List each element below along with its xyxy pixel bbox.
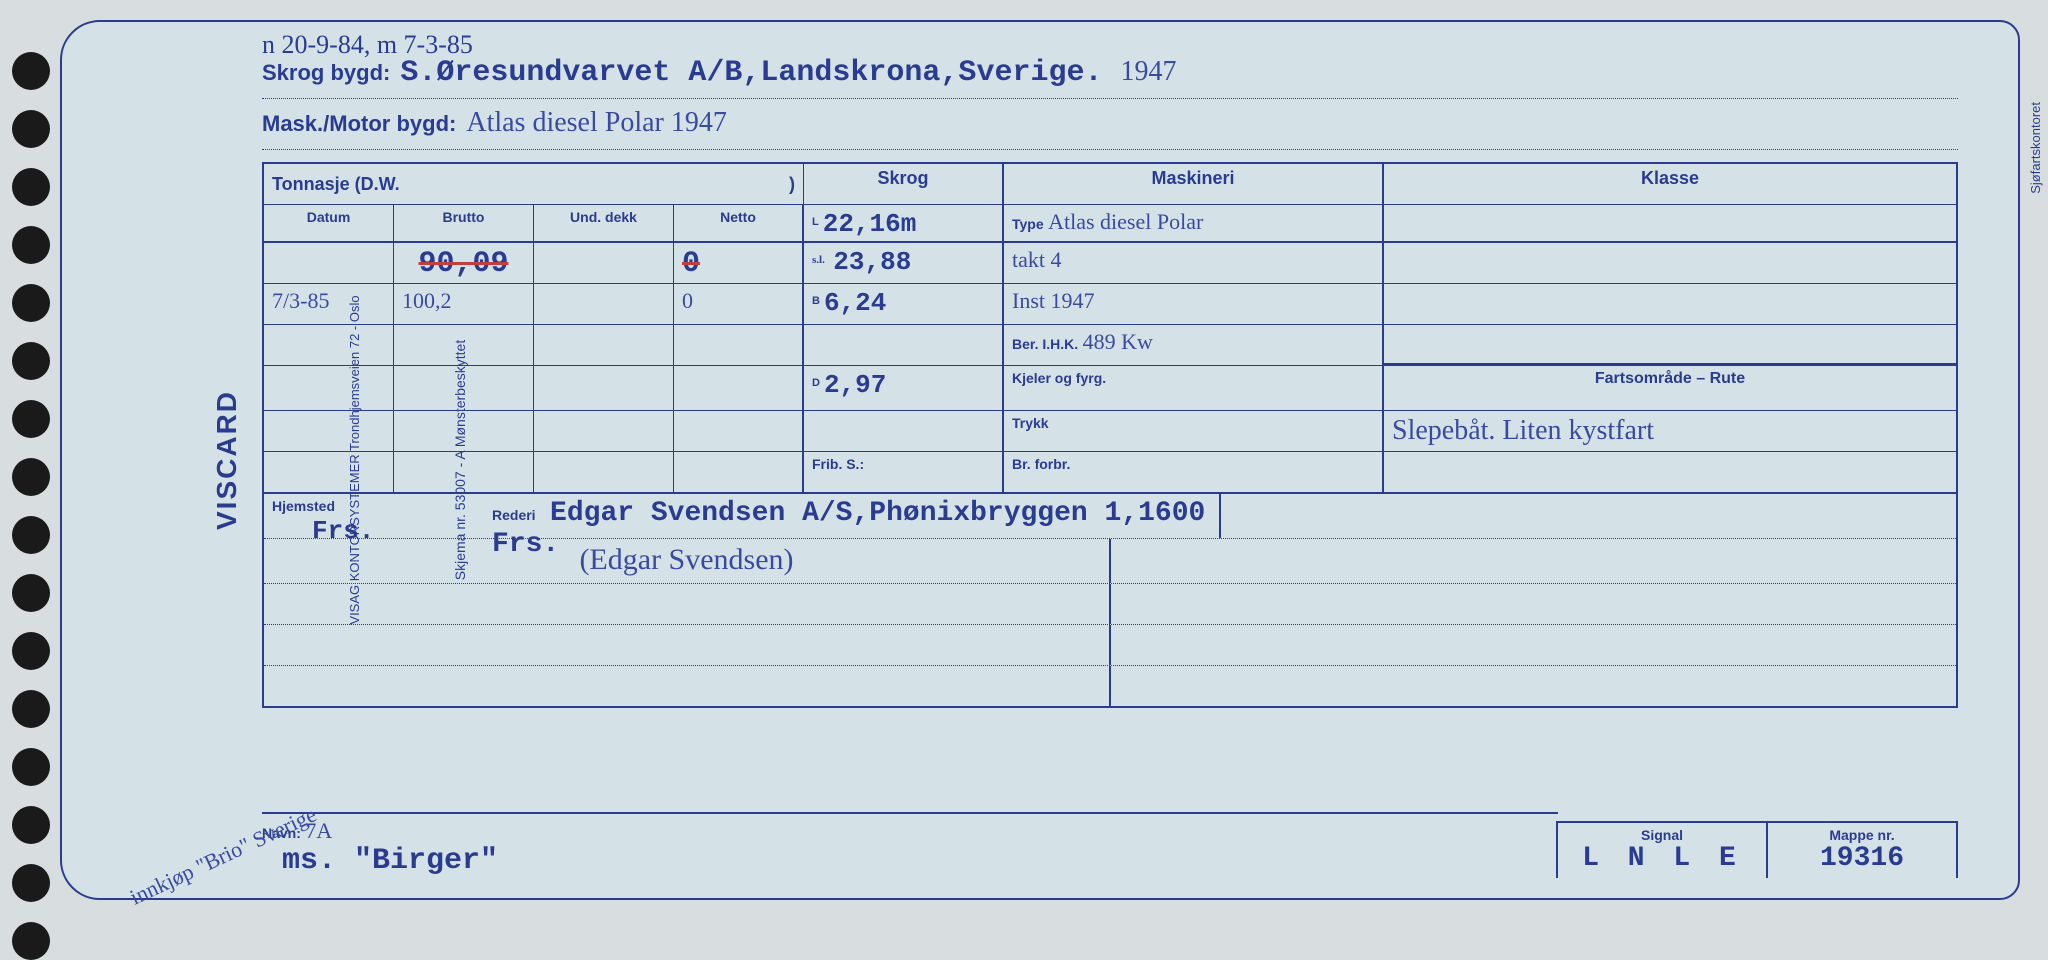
skrog-D: 2,97 [824,370,886,400]
netto-header: Netto [720,209,756,225]
ton-r1-netto: 0 [682,247,700,281]
signal-label: Signal [1562,827,1762,843]
hjemsted-label: Hjemsted [272,498,335,514]
skrog-bygd-label: Skrog bygd: [262,60,390,86]
klasse-header: Klasse [1641,168,1699,188]
type-label: Type [1012,216,1044,232]
ber-ihk-label: Ber. I.H.K. [1012,336,1078,352]
skrog-header: Skrog [877,168,928,188]
mappe-value: 19316 [1772,843,1952,874]
skrog-bygd-year: 1947 [1120,56,1176,88]
side-brand: VISCARD [211,390,243,530]
skrog-sl: 23,88 [833,247,911,277]
rederi-handwritten: (Edgar Svendsen) [579,543,793,576]
mappe-box: Mappe nr. 19316 [1766,821,1958,878]
mask-inst: Inst 1947 [1012,288,1095,313]
ton-r2-datum: 7/3-85 [272,288,329,313]
rederi-label: Rederi [492,507,536,523]
ber-ihk-value: 489 Kw [1083,329,1153,354]
mappe-label: Mappe nr. [1772,827,1952,843]
br-forbr-label: Br. forbr. [1012,456,1070,472]
tonnasje-close: ) [789,174,795,195]
mask-bygd-value: Atlas diesel Polar 1947 [466,107,727,139]
header-area: Skrog bygd: S.Øresundvarvet A/B,Landskro… [262,56,1958,158]
side-right-text: Sjøfartskontoret [2028,102,2043,194]
mask-type-value: Atlas diesel Polar [1048,209,1203,234]
brutto-header: Brutto [443,209,485,225]
ton-r2-brutto: 100,2 [402,288,452,313]
kjeler-label: Kjeler og fyrg. [1012,370,1106,386]
maskineri-header: Maskineri [1151,168,1234,188]
tonnasje-label: Tonnasje (D.W. [272,174,400,195]
binder-holes [12,52,50,960]
footer-name-area: Navn: 7A ms. "Birger" [262,812,1558,878]
skrog-B: 6,24 [824,288,886,318]
und-dekk-header: Und. dekk [570,209,637,225]
skrog-sl-prefix: s.l. [812,254,825,266]
skrog-L: 22,16m [823,209,917,239]
footer: Navn: 7A ms. "Birger" Signal L N L E Map… [262,812,1958,878]
main-table: Tonnasje (D.W. ) Skrog Maskineri Klasse … [262,162,1958,708]
farts-value: Slepebåt. Liten kystfart [1392,415,1654,446]
trykk-label: Trykk [1012,415,1049,431]
ton-r2-netto: 0 [682,288,693,313]
index-card: VISCARD VISAG KONTORSYSTEMER Trondhjemsv… [60,20,2020,900]
signal-box: Signal L N L E [1556,821,1768,878]
signal-value: L N L E [1562,843,1762,874]
farts-label: Fartsområde – Rute [1595,370,1745,387]
datum-header: Datum [307,209,351,225]
frib-label: Frib. S.: [812,456,864,472]
mask-takt: takt 4 [1012,247,1062,272]
ton-r1-brutto: 90,09 [418,247,508,281]
mask-bygd-label: Mask./Motor bygd: [262,111,456,137]
navn-value: ms. "Birger" [282,844,498,878]
skrog-bygd-value: S.Øresundvarvet A/B,Landskrona,Sverige. [400,56,1102,90]
